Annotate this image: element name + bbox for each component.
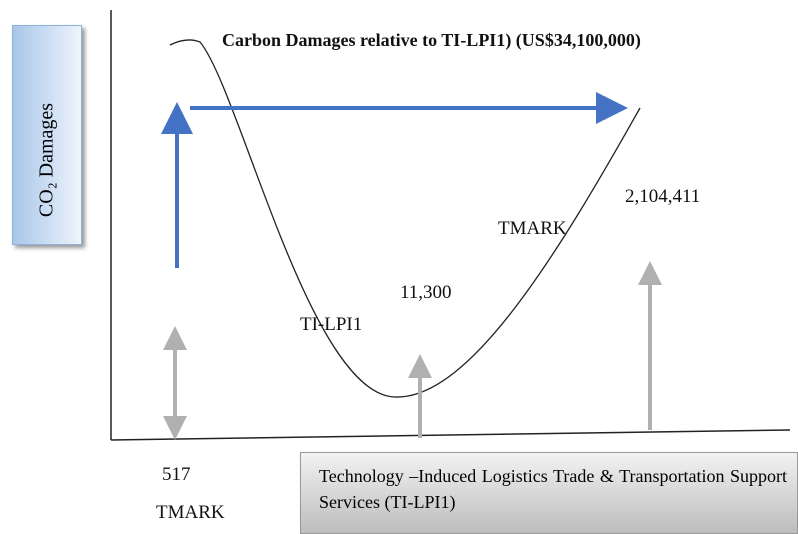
label: 2,104,411 — [625, 186, 701, 207]
x-axis-label: Technology –Induced Logistics Trade & Tr… — [319, 466, 787, 512]
x-axis — [110, 429, 791, 441]
y-label-box: CO₂ Damages — [12, 25, 82, 245]
y-axis-label: CO₂ Damages — [35, 102, 58, 218]
label: 11,300 — [400, 282, 452, 303]
label: 517 — [162, 464, 191, 485]
label: TI-LPI1 — [300, 314, 363, 335]
label: TMARK — [156, 502, 225, 523]
title: Carbon Damages relative to TI-LPI1) (US$… — [222, 30, 641, 50]
curve — [169, 39, 641, 398]
x-label-box: Technology –Induced Logistics Trade & Tr… — [300, 452, 798, 534]
label: TMARK — [498, 218, 567, 239]
